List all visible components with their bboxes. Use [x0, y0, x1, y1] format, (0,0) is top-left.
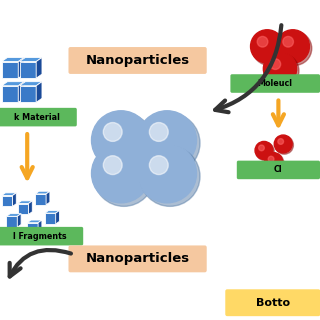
Polygon shape — [18, 82, 24, 102]
Circle shape — [278, 139, 284, 144]
Circle shape — [274, 135, 292, 153]
Polygon shape — [2, 86, 18, 102]
Circle shape — [275, 136, 293, 154]
Circle shape — [256, 142, 274, 161]
Text: Nanoparticles: Nanoparticles — [85, 252, 190, 265]
Circle shape — [92, 111, 150, 170]
Polygon shape — [45, 213, 56, 224]
FancyBboxPatch shape — [68, 245, 207, 272]
Circle shape — [140, 146, 200, 206]
Circle shape — [92, 144, 150, 203]
Polygon shape — [18, 204, 28, 214]
FancyBboxPatch shape — [0, 227, 83, 245]
Text: l Fragments: l Fragments — [13, 232, 67, 241]
Polygon shape — [28, 201, 32, 214]
Text: Moleucl: Moleucl — [258, 79, 293, 88]
Polygon shape — [20, 86, 36, 102]
Circle shape — [265, 54, 299, 88]
Polygon shape — [38, 220, 42, 234]
FancyBboxPatch shape — [237, 161, 320, 179]
FancyBboxPatch shape — [230, 74, 320, 93]
Polygon shape — [6, 214, 21, 216]
Circle shape — [266, 154, 284, 172]
Circle shape — [251, 30, 284, 63]
Polygon shape — [27, 223, 38, 234]
Polygon shape — [20, 58, 42, 61]
Polygon shape — [36, 58, 42, 78]
Circle shape — [138, 144, 196, 203]
Circle shape — [103, 156, 122, 175]
Polygon shape — [12, 193, 16, 206]
Circle shape — [283, 36, 293, 47]
Polygon shape — [36, 82, 42, 102]
Polygon shape — [35, 194, 46, 205]
Polygon shape — [2, 193, 16, 196]
Polygon shape — [2, 196, 12, 206]
Circle shape — [103, 123, 122, 141]
Circle shape — [94, 146, 154, 206]
Circle shape — [149, 123, 168, 141]
Circle shape — [255, 141, 273, 159]
Text: k Material: k Material — [14, 113, 60, 122]
Polygon shape — [27, 220, 42, 223]
Polygon shape — [17, 214, 21, 227]
Polygon shape — [18, 58, 24, 78]
Polygon shape — [56, 211, 60, 224]
FancyBboxPatch shape — [225, 289, 320, 316]
Circle shape — [259, 145, 264, 151]
Circle shape — [263, 52, 297, 85]
Polygon shape — [2, 61, 18, 78]
Circle shape — [149, 156, 168, 175]
Polygon shape — [20, 82, 42, 86]
Text: Cl: Cl — [274, 165, 283, 174]
Polygon shape — [6, 216, 17, 227]
Text: Botto: Botto — [256, 298, 290, 308]
Circle shape — [140, 113, 200, 173]
Polygon shape — [45, 211, 60, 213]
Polygon shape — [2, 58, 24, 61]
Polygon shape — [18, 201, 32, 204]
Circle shape — [257, 36, 268, 47]
FancyBboxPatch shape — [0, 108, 77, 126]
Circle shape — [268, 156, 274, 162]
Polygon shape — [2, 82, 24, 86]
FancyBboxPatch shape — [68, 47, 207, 74]
Circle shape — [276, 30, 309, 63]
Polygon shape — [35, 191, 50, 194]
Text: Nanoparticles: Nanoparticles — [85, 54, 190, 67]
Polygon shape — [20, 61, 36, 78]
Circle shape — [94, 113, 154, 173]
Polygon shape — [46, 191, 50, 205]
Circle shape — [252, 31, 286, 65]
Circle shape — [265, 153, 283, 171]
Circle shape — [138, 111, 196, 170]
Circle shape — [278, 31, 312, 65]
Circle shape — [270, 59, 281, 69]
